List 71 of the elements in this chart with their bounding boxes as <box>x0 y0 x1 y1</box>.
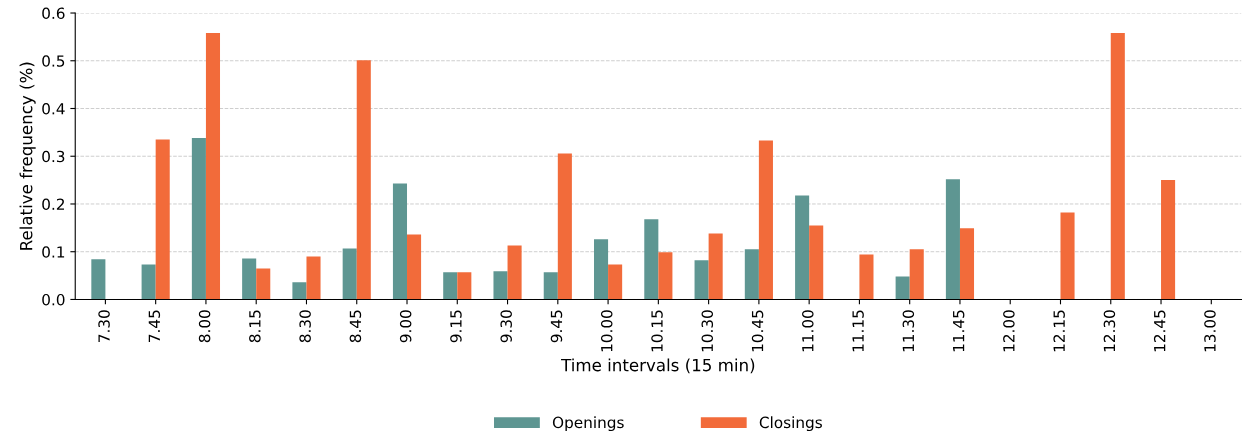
x-axis-title: Time intervals (15 min) <box>561 358 755 374</box>
bar <box>457 272 472 300</box>
x-tick-label: 13.00 <box>1204 310 1216 352</box>
x-tick-label: 12.45 <box>1153 310 1166 352</box>
bar <box>859 254 874 300</box>
legend-label: Closings <box>759 416 822 432</box>
bar <box>644 219 659 300</box>
x-tick-label: 9.15 <box>450 310 462 343</box>
bar <box>758 140 773 300</box>
bar <box>507 245 522 300</box>
x-tick-label: 10.15 <box>651 310 663 352</box>
bar <box>1161 180 1176 300</box>
bar <box>443 272 458 300</box>
x-tick-label: 7.45 <box>148 310 161 342</box>
bar <box>809 225 824 300</box>
x-tick-label: 9.00 <box>399 310 412 343</box>
legend-label: Openings <box>552 416 624 432</box>
bar <box>342 248 357 300</box>
x-tick-label: 10.45 <box>751 310 764 352</box>
bar <box>155 139 170 300</box>
bar <box>959 228 975 300</box>
y-tick-label: 0.6 <box>42 7 65 20</box>
bar <box>306 256 321 300</box>
x-tick-label: 9.45 <box>550 310 563 343</box>
bar <box>292 282 307 300</box>
x-tick-label: 11.00 <box>802 310 814 352</box>
bar <box>608 264 623 300</box>
y-tick-label: 0.3 <box>42 150 65 163</box>
x-tick-label: 8.15 <box>249 310 261 343</box>
bar <box>795 195 810 300</box>
y-tick-label: 0.2 <box>42 198 64 210</box>
bar <box>744 249 759 300</box>
bar <box>392 183 408 300</box>
x-tick-label: 12.30 <box>1103 310 1116 352</box>
bar <box>356 60 371 300</box>
bar <box>658 252 673 300</box>
x-tick-label: 7.30 <box>98 310 110 342</box>
bar <box>256 268 271 300</box>
x-tick-label: 10.30 <box>701 310 714 352</box>
bar <box>141 264 156 300</box>
x-tick-label: 12.15 <box>1053 310 1065 352</box>
bar <box>909 249 924 300</box>
x-tick-label: 11.45 <box>953 310 965 352</box>
bar <box>945 179 960 300</box>
bar <box>91 259 106 300</box>
bar <box>1060 212 1075 300</box>
bar <box>1110 33 1125 300</box>
bar <box>493 271 508 300</box>
x-tick-label: 8.30 <box>299 310 311 343</box>
bar <box>543 272 558 300</box>
bar <box>191 138 206 300</box>
bar <box>557 153 572 300</box>
y-tick-label: 0.1 <box>42 246 65 258</box>
y-tick-label: 0.0 <box>42 293 65 306</box>
y-tick-label: 0.5 <box>42 55 65 67</box>
bar <box>407 234 422 300</box>
x-tick-label: 9.30 <box>500 310 512 343</box>
x-tick-label: 12.00 <box>1003 310 1015 352</box>
x-tick-label: 11.30 <box>902 310 915 352</box>
bar <box>694 260 709 300</box>
bar <box>895 276 910 300</box>
x-tick-label: 11.15 <box>852 310 864 352</box>
x-tick-label: 8.00 <box>198 310 211 343</box>
bar <box>242 258 257 300</box>
bar <box>708 233 723 300</box>
y-axis-title: Relative frequency (%) <box>19 62 36 250</box>
x-tick-label: 8.45 <box>349 310 362 343</box>
x-tick-label: 10.00 <box>600 310 613 352</box>
bar <box>594 239 609 300</box>
bar <box>205 33 221 300</box>
y-tick-label: 0.4 <box>42 102 65 115</box>
